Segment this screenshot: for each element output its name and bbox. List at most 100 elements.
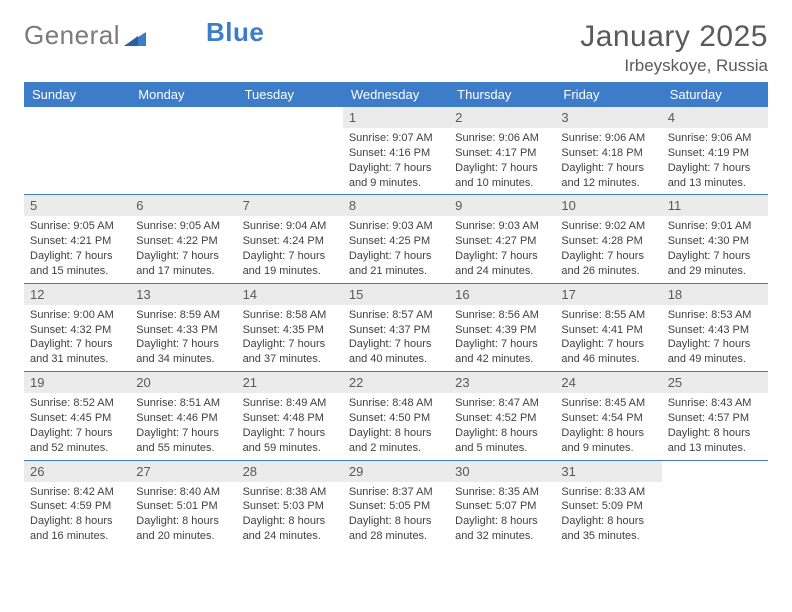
day-details: Sunrise: 8:48 AMSunset: 4:50 PMDaylight:… [343,393,449,459]
calendar-cell: 8Sunrise: 9:03 AMSunset: 4:25 PMDaylight… [343,195,449,283]
day-number: 29 [343,461,449,482]
header: General Blue January 2025 Irbeyskoye, Ru… [24,20,768,76]
day-number: 28 [237,461,343,482]
day-details: Sunrise: 8:55 AMSunset: 4:41 PMDaylight:… [555,305,661,371]
calendar-cell [24,107,130,195]
location: Irbeyskoye, Russia [580,56,768,76]
day-details: Sunrise: 8:49 AMSunset: 4:48 PMDaylight:… [237,393,343,459]
day-details: Sunrise: 9:03 AMSunset: 4:25 PMDaylight:… [343,216,449,282]
logo-text-1: General [24,20,120,51]
day-number: 1 [343,107,449,128]
day-details: Sunrise: 8:52 AMSunset: 4:45 PMDaylight:… [24,393,130,459]
calendar-cell [130,107,236,195]
calendar-cell: 28Sunrise: 8:38 AMSunset: 5:03 PMDayligh… [237,460,343,548]
calendar-cell: 29Sunrise: 8:37 AMSunset: 5:05 PMDayligh… [343,460,449,548]
day-number: 7 [237,195,343,216]
calendar-cell: 7Sunrise: 9:04 AMSunset: 4:24 PMDaylight… [237,195,343,283]
day-details: Sunrise: 8:38 AMSunset: 5:03 PMDaylight:… [237,482,343,548]
calendar-cell: 15Sunrise: 8:57 AMSunset: 4:37 PMDayligh… [343,283,449,371]
calendar-table: SundayMondayTuesdayWednesdayThursdayFrid… [24,82,768,548]
day-details: Sunrise: 9:00 AMSunset: 4:32 PMDaylight:… [24,305,130,371]
day-details: Sunrise: 9:01 AMSunset: 4:30 PMDaylight:… [662,216,768,282]
calendar-cell: 1Sunrise: 9:07 AMSunset: 4:16 PMDaylight… [343,107,449,195]
calendar-week-row: 1Sunrise: 9:07 AMSunset: 4:16 PMDaylight… [24,107,768,195]
weekday-header: Monday [130,82,236,107]
logo-text-2: Blue [206,17,264,48]
day-number: 18 [662,284,768,305]
day-number: 2 [449,107,555,128]
day-number: 25 [662,372,768,393]
day-number: 15 [343,284,449,305]
day-details: Sunrise: 8:37 AMSunset: 5:05 PMDaylight:… [343,482,449,548]
logo-triangle-icon [124,28,146,46]
day-details: Sunrise: 9:03 AMSunset: 4:27 PMDaylight:… [449,216,555,282]
calendar-cell: 18Sunrise: 8:53 AMSunset: 4:43 PMDayligh… [662,283,768,371]
day-details: Sunrise: 8:42 AMSunset: 4:59 PMDaylight:… [24,482,130,548]
day-number: 16 [449,284,555,305]
day-number: 23 [449,372,555,393]
calendar-cell: 5Sunrise: 9:05 AMSunset: 4:21 PMDaylight… [24,195,130,283]
calendar-cell: 14Sunrise: 8:58 AMSunset: 4:35 PMDayligh… [237,283,343,371]
page-title: January 2025 [580,20,768,54]
calendar-cell: 31Sunrise: 8:33 AMSunset: 5:09 PMDayligh… [555,460,661,548]
day-number: 24 [555,372,661,393]
calendar-cell: 13Sunrise: 8:59 AMSunset: 4:33 PMDayligh… [130,283,236,371]
day-number: 10 [555,195,661,216]
day-number: 6 [130,195,236,216]
calendar-cell: 12Sunrise: 9:00 AMSunset: 4:32 PMDayligh… [24,283,130,371]
calendar-week-row: 19Sunrise: 8:52 AMSunset: 4:45 PMDayligh… [24,372,768,460]
calendar-cell: 19Sunrise: 8:52 AMSunset: 4:45 PMDayligh… [24,372,130,460]
weekday-header: Tuesday [237,82,343,107]
day-details: Sunrise: 8:47 AMSunset: 4:52 PMDaylight:… [449,393,555,459]
day-number: 14 [237,284,343,305]
day-details: Sunrise: 9:07 AMSunset: 4:16 PMDaylight:… [343,128,449,194]
calendar-cell: 10Sunrise: 9:02 AMSunset: 4:28 PMDayligh… [555,195,661,283]
day-details: Sunrise: 8:57 AMSunset: 4:37 PMDaylight:… [343,305,449,371]
day-number: 4 [662,107,768,128]
day-number: 12 [24,284,130,305]
calendar-cell: 9Sunrise: 9:03 AMSunset: 4:27 PMDaylight… [449,195,555,283]
calendar-cell: 4Sunrise: 9:06 AMSunset: 4:19 PMDaylight… [662,107,768,195]
day-number: 19 [24,372,130,393]
weekday-header: Friday [555,82,661,107]
day-number: 27 [130,461,236,482]
day-details: Sunrise: 8:59 AMSunset: 4:33 PMDaylight:… [130,305,236,371]
day-details: Sunrise: 8:53 AMSunset: 4:43 PMDaylight:… [662,305,768,371]
day-details: Sunrise: 9:05 AMSunset: 4:21 PMDaylight:… [24,216,130,282]
day-details: Sunrise: 8:43 AMSunset: 4:57 PMDaylight:… [662,393,768,459]
weekday-header: Sunday [24,82,130,107]
calendar-cell: 21Sunrise: 8:49 AMSunset: 4:48 PMDayligh… [237,372,343,460]
calendar-week-row: 12Sunrise: 9:00 AMSunset: 4:32 PMDayligh… [24,283,768,371]
day-number: 26 [24,461,130,482]
calendar-cell: 25Sunrise: 8:43 AMSunset: 4:57 PMDayligh… [662,372,768,460]
calendar-cell: 24Sunrise: 8:45 AMSunset: 4:54 PMDayligh… [555,372,661,460]
day-details: Sunrise: 8:51 AMSunset: 4:46 PMDaylight:… [130,393,236,459]
day-details: Sunrise: 8:45 AMSunset: 4:54 PMDaylight:… [555,393,661,459]
day-number: 3 [555,107,661,128]
calendar-cell: 22Sunrise: 8:48 AMSunset: 4:50 PMDayligh… [343,372,449,460]
day-number: 22 [343,372,449,393]
day-details: Sunrise: 9:04 AMSunset: 4:24 PMDaylight:… [237,216,343,282]
calendar-body: 1Sunrise: 9:07 AMSunset: 4:16 PMDaylight… [24,107,768,548]
calendar-cell: 20Sunrise: 8:51 AMSunset: 4:46 PMDayligh… [130,372,236,460]
calendar-cell: 2Sunrise: 9:06 AMSunset: 4:17 PMDaylight… [449,107,555,195]
calendar-cell: 23Sunrise: 8:47 AMSunset: 4:52 PMDayligh… [449,372,555,460]
day-number: 13 [130,284,236,305]
calendar-cell: 3Sunrise: 9:06 AMSunset: 4:18 PMDaylight… [555,107,661,195]
day-details: Sunrise: 8:56 AMSunset: 4:39 PMDaylight:… [449,305,555,371]
day-details: Sunrise: 8:58 AMSunset: 4:35 PMDaylight:… [237,305,343,371]
day-details: Sunrise: 9:06 AMSunset: 4:18 PMDaylight:… [555,128,661,194]
weekday-header: Thursday [449,82,555,107]
calendar-cell: 17Sunrise: 8:55 AMSunset: 4:41 PMDayligh… [555,283,661,371]
day-details: Sunrise: 8:35 AMSunset: 5:07 PMDaylight:… [449,482,555,548]
calendar-cell: 27Sunrise: 8:40 AMSunset: 5:01 PMDayligh… [130,460,236,548]
calendar-week-row: 26Sunrise: 8:42 AMSunset: 4:59 PMDayligh… [24,460,768,548]
day-number: 17 [555,284,661,305]
calendar-cell: 30Sunrise: 8:35 AMSunset: 5:07 PMDayligh… [449,460,555,548]
day-number: 9 [449,195,555,216]
day-number: 5 [24,195,130,216]
weekday-header: Saturday [662,82,768,107]
day-details: Sunrise: 9:05 AMSunset: 4:22 PMDaylight:… [130,216,236,282]
calendar-cell [237,107,343,195]
calendar-cell: 16Sunrise: 8:56 AMSunset: 4:39 PMDayligh… [449,283,555,371]
